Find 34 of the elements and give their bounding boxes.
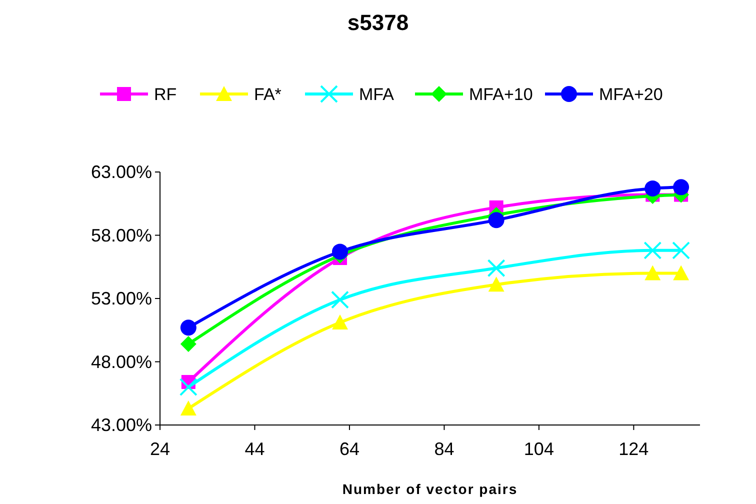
x-tick-label: 84 [434,439,454,459]
point [331,290,349,309]
point [487,259,506,278]
legend-label: MFA+10 [469,85,533,104]
x-tick-label: 104 [524,439,554,459]
x-tick-label: 124 [618,439,649,459]
x-tick-label: 24 [150,439,170,459]
legend-label: MFA+20 [599,85,663,104]
point [180,336,196,352]
x-tick-label: 64 [339,439,360,459]
point [332,244,348,260]
y-tick-label: 58.00% [90,225,152,246]
y-tick-label: 53.00% [90,288,152,308]
point [672,241,690,260]
point [488,212,504,228]
legend-label: MFA [359,85,395,104]
point [644,241,662,260]
point [332,314,348,330]
point [673,265,690,280]
point [179,378,198,396]
point [180,400,196,416]
point [488,276,504,292]
legend-label: FA* [254,85,282,104]
point [180,320,196,336]
y-tick-label: 43.00% [90,415,152,435]
legend-label: RF [154,85,177,104]
point [673,179,690,196]
point [644,180,661,196]
x-tick-label: 44 [244,439,265,459]
y-tick-label: 48.00% [90,352,152,372]
y-tick-label: 63.00% [90,162,152,182]
x-axis-title: Number of vector pairs [342,481,518,497]
point [644,265,661,280]
chart-title: s5378 [347,10,409,35]
